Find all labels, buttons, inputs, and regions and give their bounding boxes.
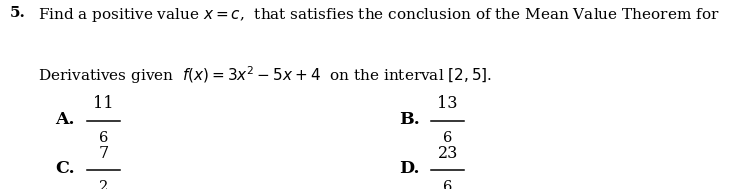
Text: Derivatives given  $f(x) = 3x^2 - 5x + 4$  on the interval $[2, 5]$.: Derivatives given $f(x) = 3x^2 - 5x + 4$… — [38, 64, 493, 86]
Text: Find a positive value $x = c$,  that satisfies the conclusion of the Mean Value : Find a positive value $x = c$, that sati… — [38, 6, 720, 24]
Text: A.: A. — [56, 111, 75, 128]
Text: D.: D. — [400, 160, 420, 177]
Text: 7: 7 — [98, 145, 109, 162]
Text: 5.: 5. — [10, 6, 25, 20]
Text: 11: 11 — [93, 95, 114, 112]
Text: 6: 6 — [443, 131, 452, 145]
Text: C.: C. — [56, 160, 75, 177]
Text: 6: 6 — [443, 180, 452, 189]
Text: 23: 23 — [437, 145, 458, 162]
Text: 6: 6 — [99, 131, 108, 145]
Text: 13: 13 — [437, 95, 458, 112]
Text: 2: 2 — [99, 180, 108, 189]
Text: B.: B. — [400, 111, 420, 128]
